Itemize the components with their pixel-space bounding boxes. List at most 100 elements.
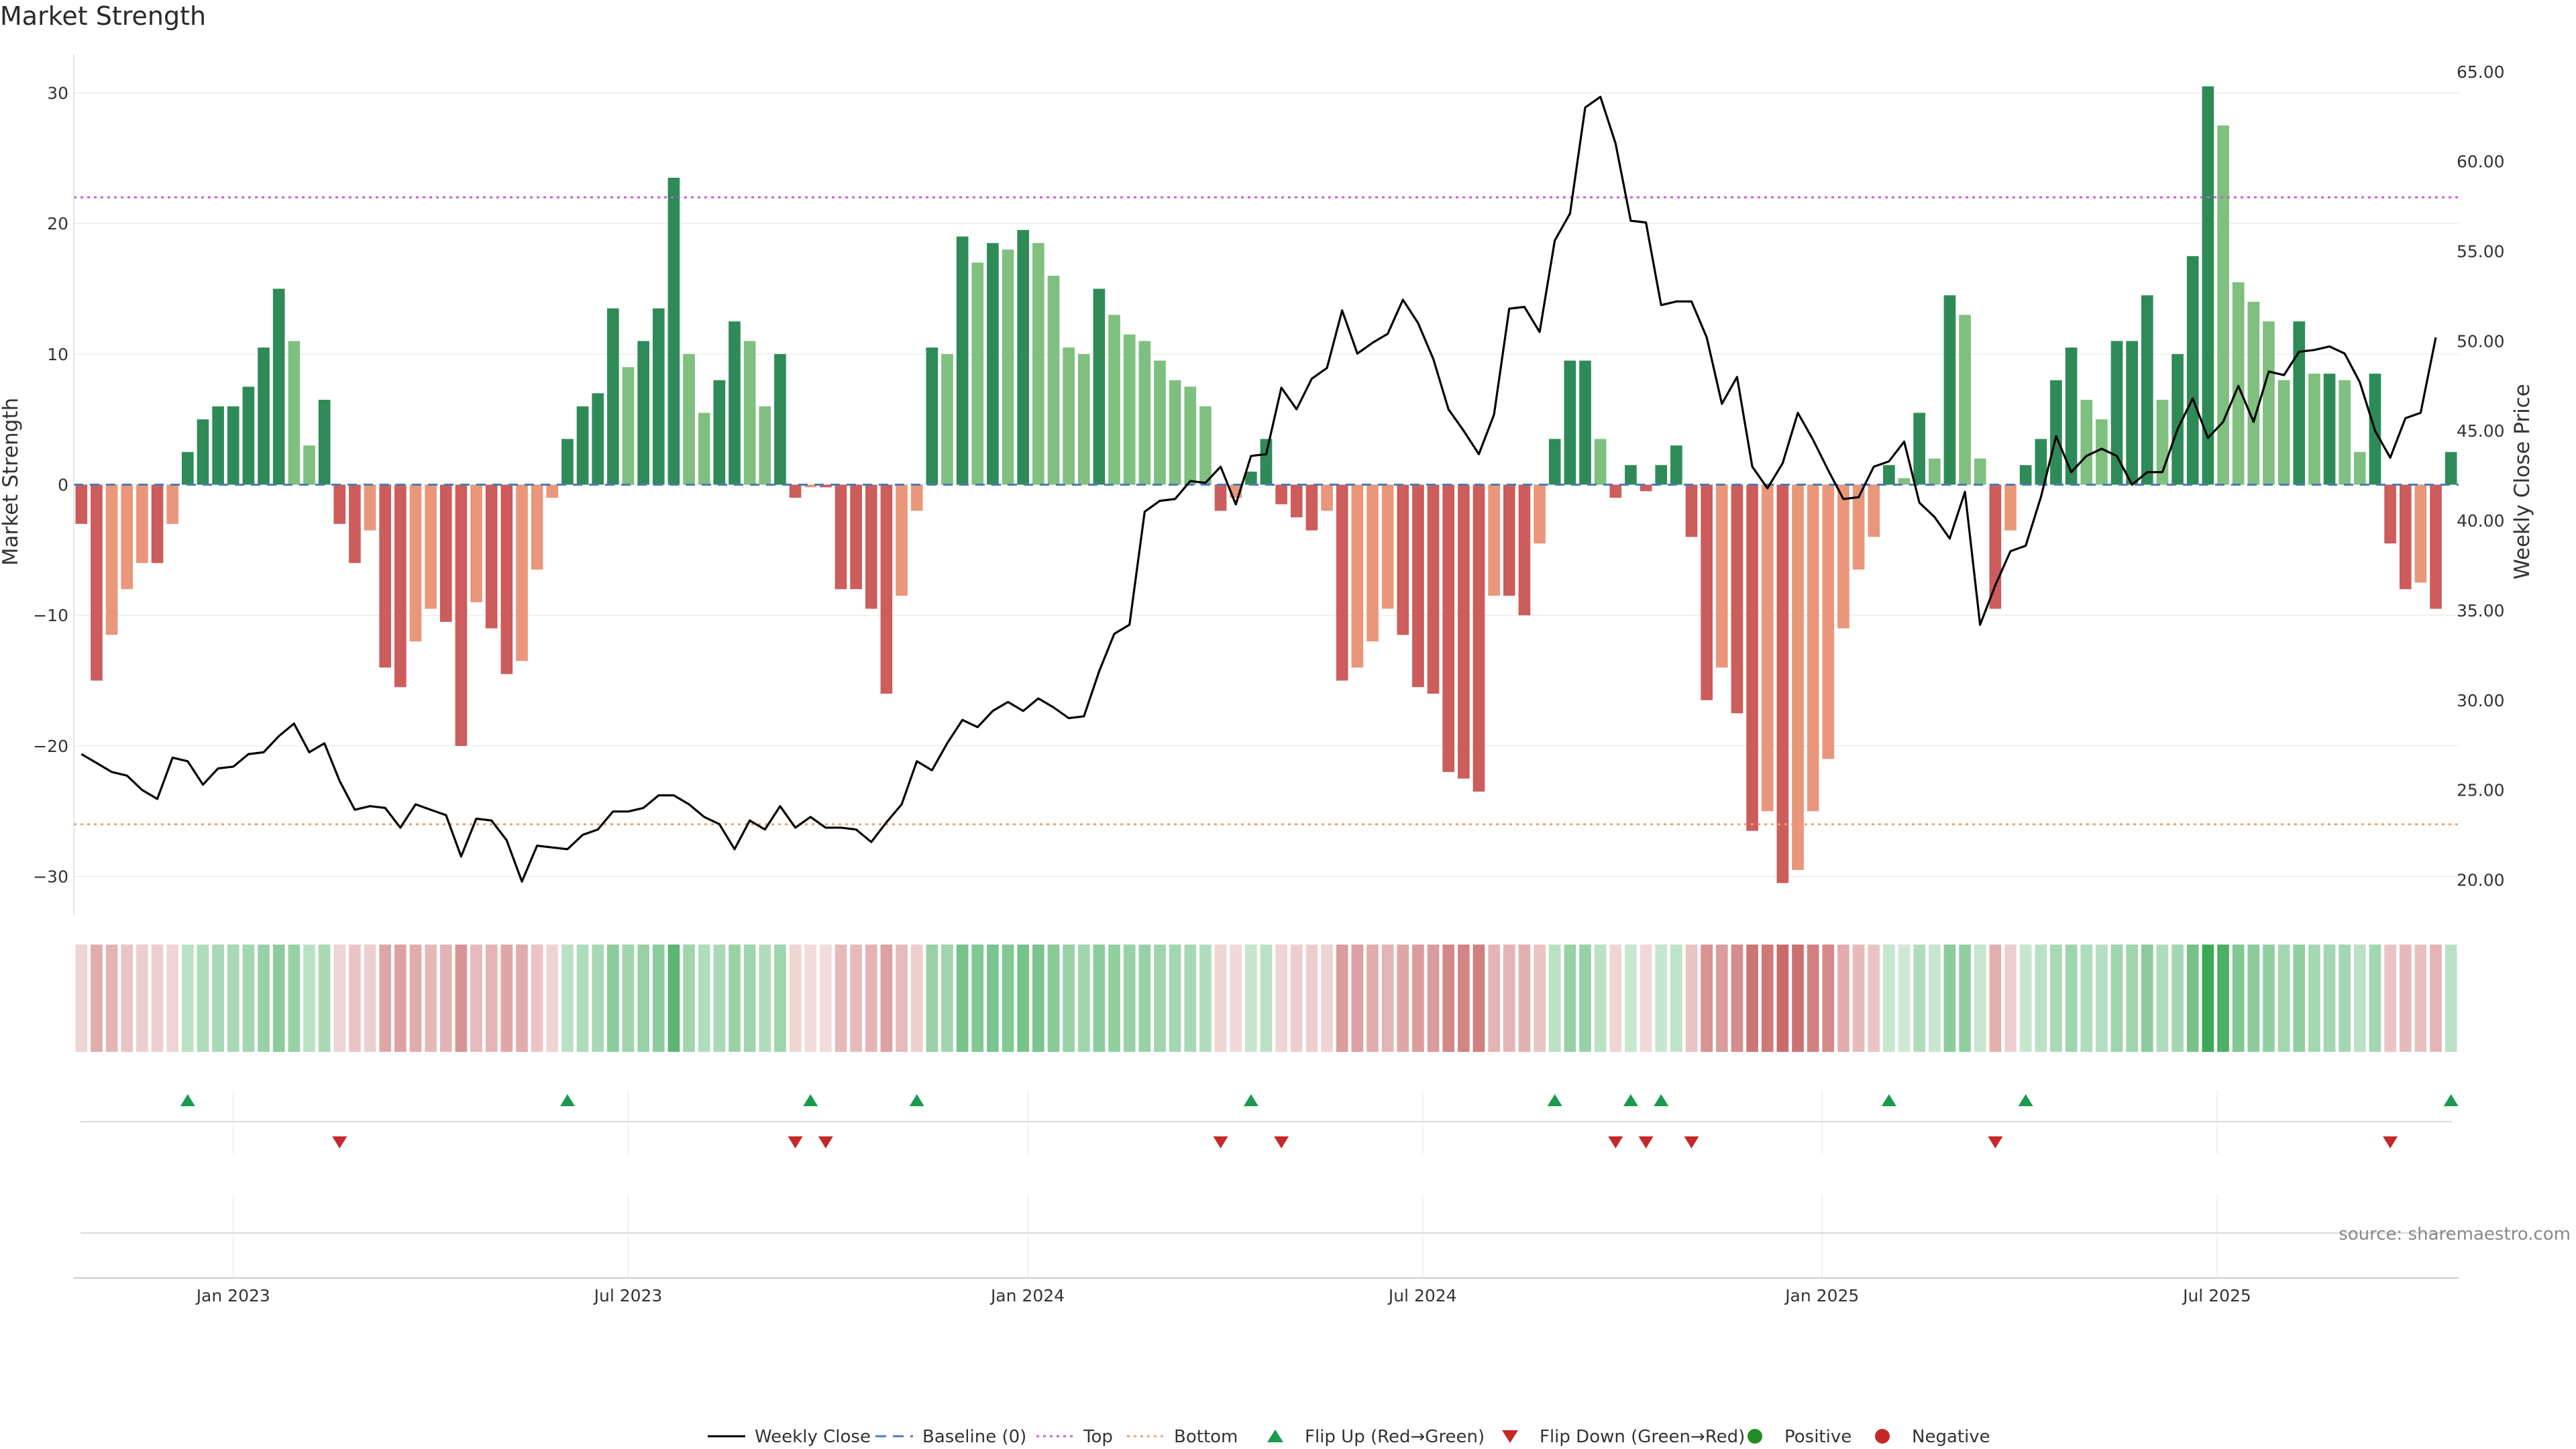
heat-cell	[1776, 945, 1789, 1052]
heat-cell	[607, 945, 619, 1052]
heat-cell	[212, 945, 224, 1052]
positive-bar	[2141, 295, 2153, 485]
negative-bar	[1336, 484, 1348, 681]
heat-cell	[1199, 945, 1212, 1052]
positive-bar	[1670, 445, 1682, 485]
negative-bar	[850, 484, 862, 590]
heat-cell	[2019, 945, 2032, 1052]
negative-bar	[1518, 484, 1531, 616]
heat-cell	[2323, 945, 2336, 1052]
negative-bar	[1458, 484, 1470, 779]
heat-cell	[409, 945, 422, 1052]
positive-bar	[1199, 406, 1212, 485]
positive-bar	[1017, 229, 1030, 485]
right-tick-label: 25.00	[2457, 781, 2505, 800]
heat-cell	[2186, 945, 2199, 1052]
positive-bar	[1943, 295, 1956, 485]
negative-bar	[1472, 484, 1485, 792]
positive-bar	[667, 177, 680, 485]
negative-bar	[1609, 484, 1622, 498]
heat-cell	[2293, 945, 2306, 1052]
flip-up-marker	[803, 1094, 818, 1106]
heat-cell	[2035, 945, 2047, 1052]
negative-bar	[75, 484, 88, 524]
flip-up-marker	[1623, 1094, 1638, 1106]
positive-bar	[2293, 321, 2306, 485]
heat-cell	[1093, 945, 1106, 1052]
heat-strip	[75, 945, 2457, 1052]
heat-cell	[1883, 945, 1895, 1052]
heat-cell	[896, 945, 908, 1052]
negative-bar	[880, 484, 893, 694]
heat-cell	[561, 945, 574, 1052]
positive-bar	[956, 236, 969, 485]
legend-swatch	[1267, 1430, 1283, 1442]
negative-bar	[1715, 484, 1728, 668]
legend-label: Top	[1083, 1427, 1113, 1447]
negative-bar	[865, 484, 877, 609]
source-note: source: sharemaestro.com	[2339, 1224, 2571, 1244]
heat-cell	[576, 945, 589, 1052]
negative-bar	[1868, 484, 1880, 537]
right-tick-label: 40.00	[2457, 511, 2505, 531]
heat-cell	[1761, 945, 1774, 1052]
heat-cell	[1746, 945, 1758, 1052]
flip-up-marker	[2443, 1094, 2459, 1106]
heat-cell	[1685, 945, 1698, 1052]
heat-cell	[1655, 945, 1668, 1052]
positive-bar	[1548, 439, 1561, 485]
heat-cell	[1640, 945, 1652, 1052]
heat-cell	[2126, 945, 2138, 1052]
heat-cell	[987, 945, 999, 1052]
negative-bar	[166, 484, 179, 524]
heat-cell	[2050, 945, 2062, 1052]
positive-bar	[2277, 380, 2290, 485]
negative-bar	[1701, 484, 1713, 700]
negative-bar	[531, 484, 543, 570]
negative-bar	[2399, 484, 2412, 590]
heat-cell	[75, 945, 88, 1052]
negative-bar	[1837, 484, 1849, 629]
heat-cell	[1579, 945, 1591, 1052]
positive-bar	[2202, 86, 2214, 485]
heat-cell	[242, 945, 255, 1052]
heat-cell	[1518, 945, 1531, 1052]
negative-bar	[1275, 484, 1287, 504]
strength-bars	[75, 86, 2457, 883]
positive-bar	[318, 399, 331, 485]
heat-cell	[379, 945, 392, 1052]
negative-bar	[409, 484, 422, 642]
heat-cell	[1534, 945, 1546, 1052]
positive-bar	[1564, 360, 1576, 485]
positive-bar	[1594, 439, 1607, 485]
negative-bar	[1792, 484, 1804, 870]
legend-label: Negative	[1912, 1427, 1990, 1447]
heat-cell	[394, 945, 407, 1052]
flip-down-marker	[1274, 1136, 1289, 1148]
heat-cell	[2065, 945, 2078, 1052]
positive-bar	[242, 386, 255, 485]
heat-cell	[2308, 945, 2320, 1052]
positive-bar	[227, 406, 239, 485]
positive-bar	[987, 243, 999, 485]
heat-cell	[2384, 945, 2396, 1052]
right-tick-label: 55.00	[2457, 241, 2505, 261]
heat-cell	[1837, 945, 1849, 1052]
heat-cell	[2202, 945, 2214, 1052]
heat-cell	[136, 945, 148, 1052]
heat-cell	[1670, 945, 1682, 1052]
heat-cell	[1807, 945, 1819, 1052]
heat-cell	[1245, 945, 1257, 1052]
heat-cell	[1397, 945, 1409, 1052]
heat-cell	[197, 945, 209, 1052]
positive-bar	[743, 341, 756, 485]
negative-bar	[425, 484, 437, 609]
heat-cell	[470, 945, 482, 1052]
heat-cell	[500, 945, 513, 1052]
heat-cell	[1260, 945, 1273, 1052]
negative-bar	[1685, 484, 1698, 537]
heat-cell	[592, 945, 604, 1052]
right-tick-label: 30.00	[2457, 691, 2505, 710]
heat-cell	[272, 945, 285, 1052]
right-tick-label: 60.00	[2457, 152, 2505, 172]
